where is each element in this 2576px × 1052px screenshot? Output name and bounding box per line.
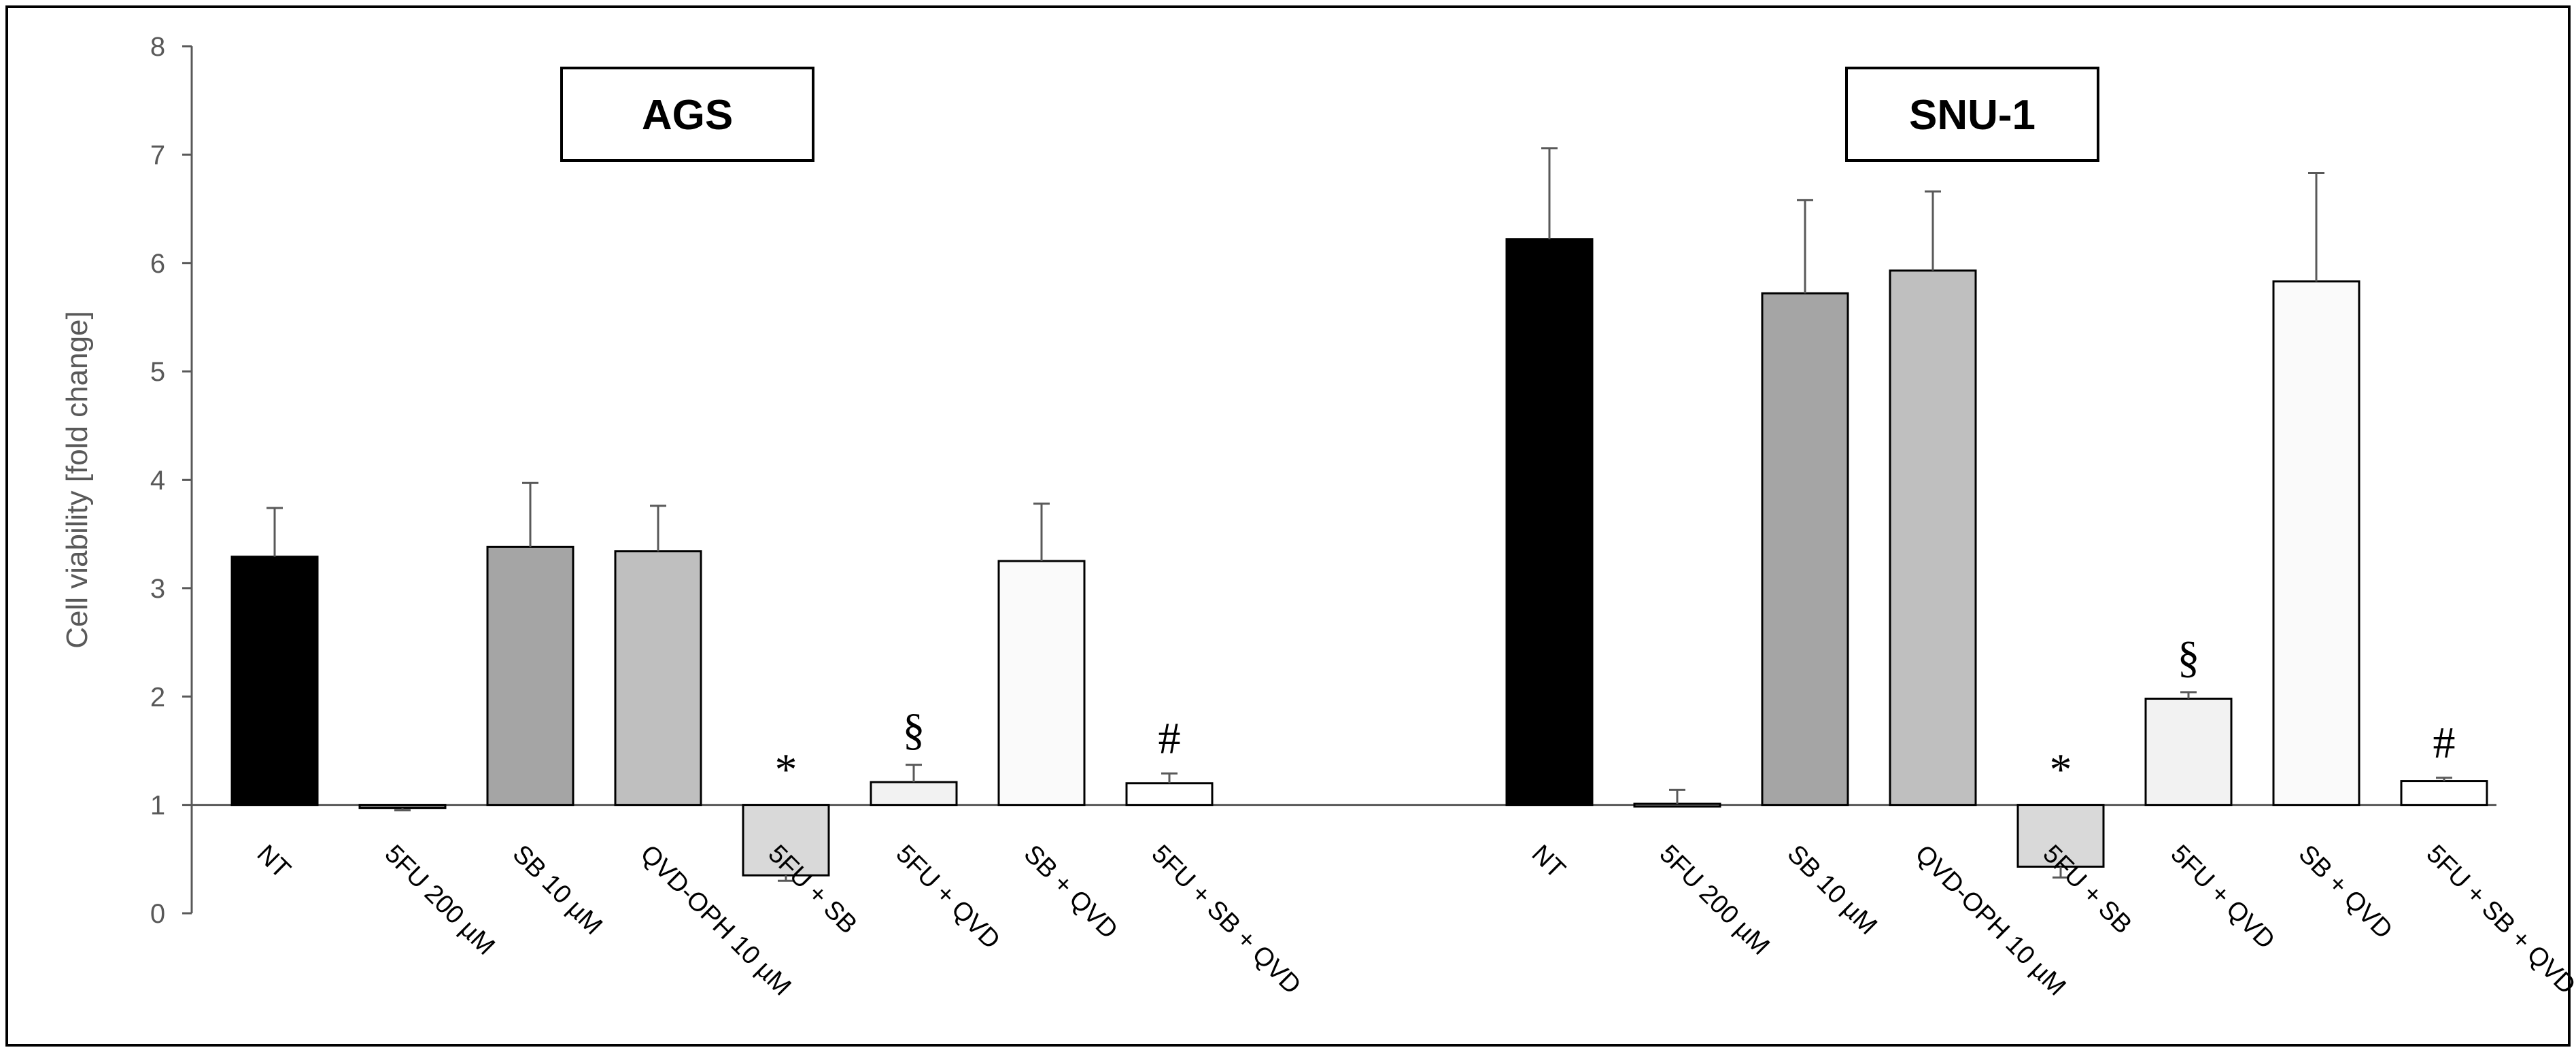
category-label: NT	[252, 840, 296, 885]
y-tick-label: 7	[150, 140, 165, 170]
bar	[486, 545, 574, 807]
category-label: 5FU 200 µM	[379, 840, 500, 961]
bar	[1761, 292, 1849, 807]
y-tick-label: 2	[150, 682, 165, 712]
y-tick-label: 0	[150, 899, 165, 929]
category-label: 5FU 200 µM	[1654, 840, 1775, 961]
category-label: 5FU + SB + QVD	[1146, 840, 1307, 1000]
category-label: SB 10 µM	[507, 840, 608, 940]
y-tick-label: 5	[150, 357, 165, 387]
significance-mark: #	[1158, 713, 1181, 763]
bar	[1505, 238, 1594, 807]
axes: 0 1 2 3 4 5 6 7 8 Cell viability [fold change]	[61, 32, 2496, 929]
bar	[870, 781, 958, 807]
category-label: NT	[1526, 840, 1571, 885]
bar	[2144, 697, 2233, 807]
category-label: SB + QVD	[2293, 840, 2398, 945]
category-label: 5FU + QVD	[2165, 840, 2280, 955]
category-label: 5FU + QVD	[891, 840, 1006, 955]
bar	[997, 560, 1086, 807]
significance-mark: §	[903, 705, 925, 755]
bar	[358, 804, 447, 809]
y-tick-label: 4	[150, 466, 165, 496]
panel-title-box	[1845, 67, 2099, 162]
significance-mark: #	[2433, 718, 2456, 768]
y-tick-label: 6	[150, 249, 165, 279]
category-label: SB + QVD	[1018, 840, 1123, 945]
bar	[2272, 280, 2360, 807]
panel-title-box	[560, 67, 814, 162]
y-tick-label: 3	[150, 574, 165, 604]
panel-title: SNU-1	[1909, 92, 2036, 139]
bar	[2400, 780, 2488, 807]
significance-mark: *	[775, 745, 797, 795]
significance-mark: *	[2050, 745, 2072, 795]
bars	[230, 147, 2488, 882]
category-label: 5FU + SB + QVD	[2421, 840, 2576, 1000]
y-tick-label: 8	[150, 32, 165, 62]
y-tick-label: 1	[150, 791, 165, 821]
bar	[1633, 802, 1721, 808]
bar	[230, 556, 319, 807]
y-axis-title: Cell viability [fold change]	[61, 311, 94, 648]
bar	[1889, 269, 1977, 807]
category-label: SB 10 µM	[1782, 840, 1883, 940]
bar	[1125, 782, 1214, 807]
significance-mark: §	[2178, 632, 2200, 682]
panel-title: AGS	[642, 92, 733, 139]
chart-frame	[5, 5, 2571, 1047]
bar	[614, 550, 702, 807]
